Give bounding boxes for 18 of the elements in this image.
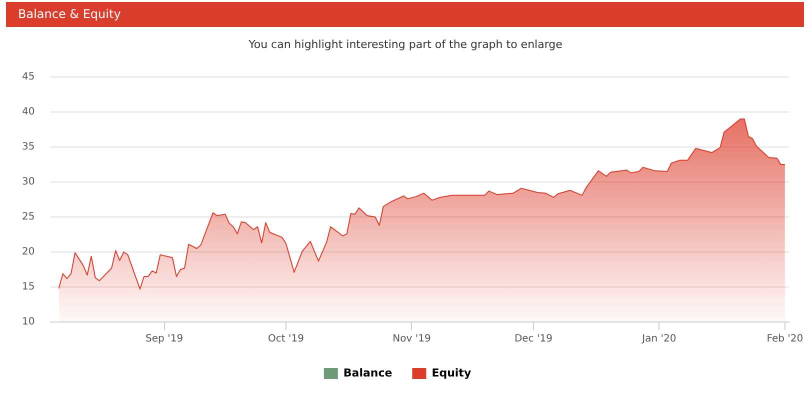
y-tick-label: 30 xyxy=(22,176,35,188)
y-tick-label: 45 xyxy=(22,72,35,83)
y-tick-label: 35 xyxy=(22,142,35,153)
chart-subtitle: You can highlight interesting part of the graph to enlarge xyxy=(248,38,564,51)
y-tick-label: 15 xyxy=(22,282,35,293)
x-tick-label: Nov '19 xyxy=(392,334,431,345)
y-tick-label: 10 xyxy=(22,316,35,328)
y-tick-label: 40 xyxy=(22,106,35,118)
legend-label: Equity xyxy=(432,366,472,380)
x-tick-label: Sep '19 xyxy=(146,334,184,345)
x-tick-label: Jan '20 xyxy=(641,334,676,345)
x-tick-label: Dec '19 xyxy=(514,334,552,345)
x-tick-label: Oct '19 xyxy=(268,334,304,345)
chart-title: Balance & Equity xyxy=(18,7,121,21)
legend-label: Balance xyxy=(343,366,392,380)
y-tick-label: 20 xyxy=(22,246,35,258)
y-tick-label: 25 xyxy=(22,212,35,223)
x-tick-label: Feb '20 xyxy=(766,334,804,345)
